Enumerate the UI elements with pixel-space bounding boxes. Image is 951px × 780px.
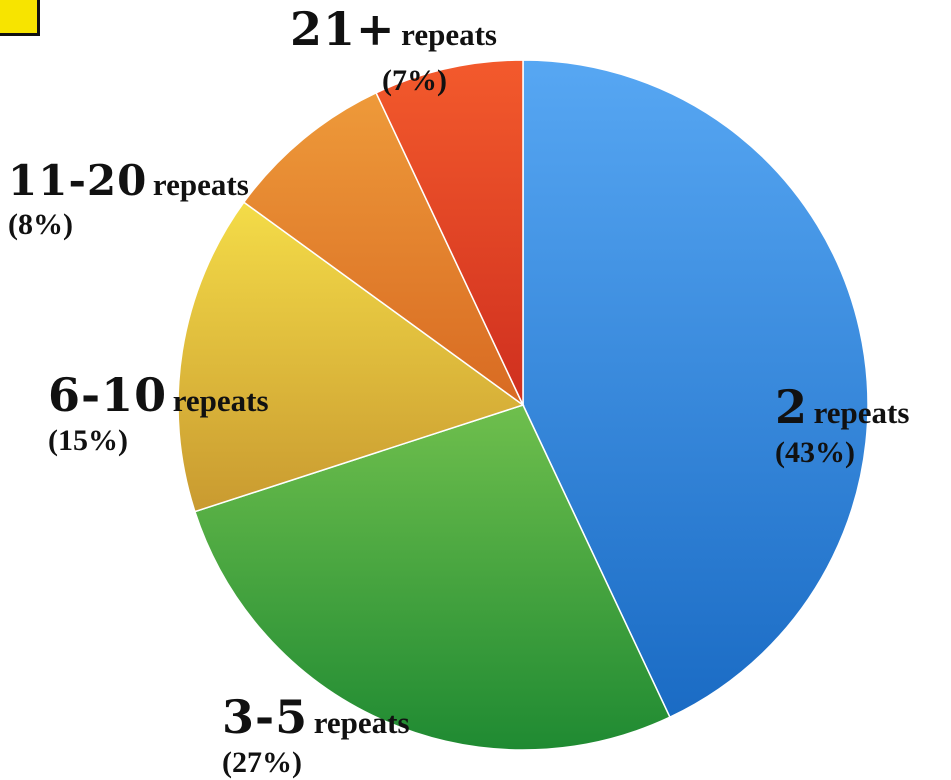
slice-percent: (15%) [48, 424, 128, 457]
slice-suffix: repeats [813, 395, 910, 430]
slice-percent: (8%) [8, 208, 73, 241]
pie-slice-3-5 [193, 404, 671, 751]
slice-suffix: repeats [172, 383, 269, 418]
slice-suffix: repeats [401, 17, 497, 52]
slice-percent: (43%) [775, 436, 855, 469]
slice-percent: (27%) [222, 746, 302, 779]
slice-category: 2 [775, 380, 809, 434]
slice-label-11-20-repeats: 11-20 repeats (8%) [8, 160, 249, 240]
pie-slice-6-10 [177, 201, 525, 513]
slice-category: 3-5 [222, 690, 309, 744]
slice-category: 21+ [290, 2, 396, 56]
slice-label-2-repeats: 2 repeats (43%) [775, 384, 909, 468]
slice-label-21-plus-repeats: 21+ repeats (7%) [290, 6, 497, 96]
slice-label-6-10-repeats: 6-10 repeats (15%) [48, 372, 269, 456]
pie-slice-2 [522, 59, 869, 719]
pie-slice-21-plus [375, 59, 524, 406]
slice-category: 11-20 [8, 156, 148, 205]
slice-category: 6-10 [48, 368, 168, 422]
pie-slice-11-20 [242, 91, 524, 406]
slice-label-3-5-repeats: 3-5 repeats (27%) [222, 694, 410, 778]
corner-highlight-tag [0, 0, 40, 36]
slice-suffix: repeats [152, 167, 249, 202]
slice-suffix: repeats [313, 705, 410, 740]
slice-percent: (7%) [382, 64, 447, 97]
